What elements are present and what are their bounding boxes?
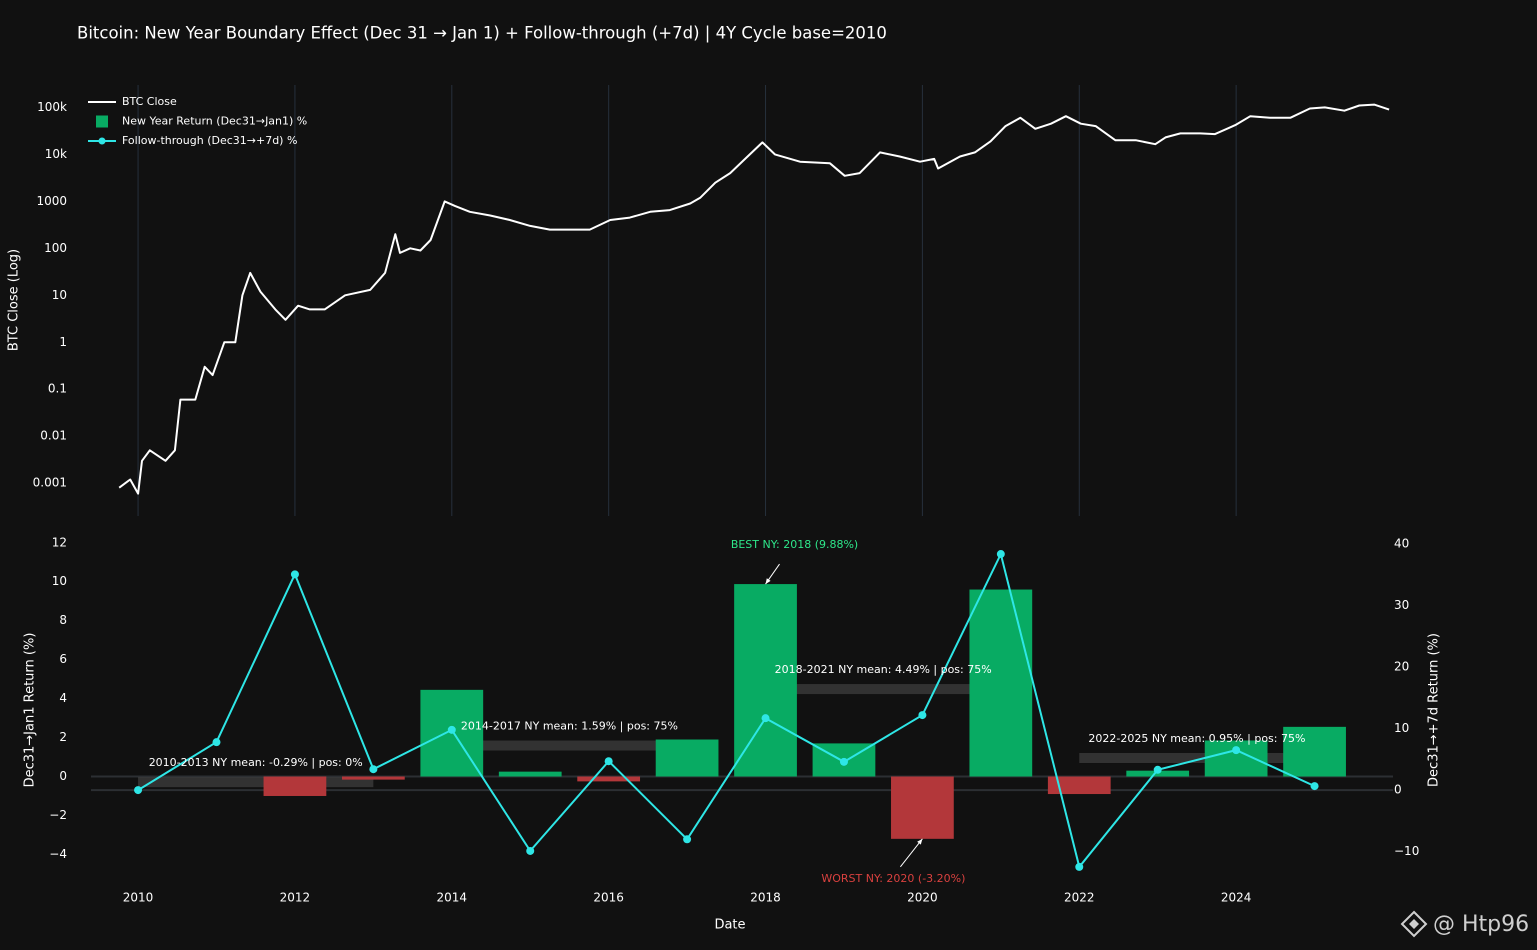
annotation: BEST NY: 2018 (9.88%) <box>731 538 858 551</box>
y-tick-label: 6 <box>59 652 67 666</box>
follow-marker <box>683 835 692 844</box>
watermark: @ Htp96 <box>1433 912 1529 937</box>
x-tick-label: 2010 <box>123 891 154 905</box>
y2-tick-label: 30 <box>1394 598 1409 612</box>
x-tick-label: 2024 <box>1221 891 1252 905</box>
y-tick-label: 8 <box>59 613 67 627</box>
follow-marker <box>369 765 378 774</box>
y2-tick-label: 10 <box>1394 721 1409 735</box>
follow-line <box>137 551 1316 870</box>
follow-marker <box>839 757 848 766</box>
y-tick-label: 1 <box>59 335 67 349</box>
annotation: WORST NY: 2020 (-3.20%) <box>821 872 965 885</box>
follow-marker <box>918 711 927 720</box>
cycle-mean-label: 2014-2017 NY mean: 1.59% | pos: 75% <box>461 720 678 733</box>
x-tick-label: 2014 <box>437 891 468 905</box>
x-tick-label: 2022 <box>1064 891 1095 905</box>
bar <box>1283 726 1346 777</box>
bar <box>341 776 405 780</box>
cycle-mean-band <box>765 684 1001 695</box>
bar <box>1047 776 1111 795</box>
y-tick-label: 100 <box>44 241 67 255</box>
watermark-icon <box>1400 910 1428 938</box>
x-tick-label: 2016 <box>593 891 624 905</box>
x-tick-label: 2020 <box>907 891 938 905</box>
cycle-mean-band <box>451 740 688 751</box>
legend-swatch <box>96 115 108 128</box>
bar <box>1204 740 1268 777</box>
legend-marker <box>98 137 106 145</box>
legend-label: New Year Return (Dec31→Jan1) % <box>122 115 307 128</box>
x-tick-label: 2012 <box>280 891 311 905</box>
follow-marker <box>761 714 770 723</box>
y-tick-label: 10k <box>45 147 67 161</box>
legend-label: Follow-through (Dec31→+7d) % <box>122 134 297 147</box>
follow-marker <box>996 550 1005 559</box>
y-tick-label: −2 <box>49 808 67 822</box>
y-tick-label: −4 <box>49 847 67 861</box>
legend-label: BTC Close <box>122 95 177 108</box>
price-line <box>118 103 1390 495</box>
cycle-mean-band <box>1079 753 1315 764</box>
cycle-mean-band <box>138 777 374 788</box>
x-axis-title: Date <box>714 918 745 933</box>
bar <box>891 776 954 839</box>
y-tick-label: 0.001 <box>33 476 67 490</box>
bar <box>263 776 327 796</box>
y-axis-title: Dec31→Jan1 Return (%) <box>23 633 38 788</box>
y-tick-label: 2 <box>59 730 67 744</box>
follow-marker <box>604 757 613 766</box>
follow-marker <box>1075 862 1084 871</box>
follow-marker <box>212 738 221 747</box>
y-axis-title: BTC Close (Log) <box>7 249 22 351</box>
y2-tick-label: 0 <box>1394 783 1402 797</box>
bar <box>498 771 562 777</box>
y-tick-label: 1000 <box>36 194 67 208</box>
follow-marker <box>526 846 535 855</box>
y-tick-label: 0 <box>59 769 67 783</box>
follow-marker <box>1153 765 1162 774</box>
annotation-arrowhead <box>765 578 771 585</box>
y-tick-label: 10 <box>52 288 67 302</box>
annotation-arrowhead <box>917 838 923 845</box>
annotation-arrow <box>900 838 923 868</box>
y-tick-label: 0.1 <box>48 382 67 396</box>
y-tick-label: 4 <box>59 691 67 705</box>
y2-tick-label: 40 <box>1394 537 1409 551</box>
y2-tick-label: −10 <box>1394 844 1419 858</box>
bar <box>655 739 719 777</box>
x-tick-label: 2018 <box>750 891 781 905</box>
y-tick-label: 100k <box>37 100 67 114</box>
y-tick-label: 0.01 <box>40 429 67 443</box>
y-tick-label: 10 <box>52 574 67 588</box>
chart-title: Bitcoin: New Year Boundary Effect (Dec 3… <box>77 24 887 43</box>
cycle-mean-label: 2018-2021 NY mean: 4.49% | pos: 75% <box>775 663 992 676</box>
y-tick-label: 12 <box>52 535 67 549</box>
bar <box>969 589 1033 777</box>
y2-tick-label: 20 <box>1394 660 1409 674</box>
follow-marker <box>447 725 456 734</box>
follow-marker <box>290 570 299 579</box>
cycle-mean-label: 2010-2013 NY mean: -0.29% | pos: 0% <box>149 756 363 769</box>
follow-marker <box>1232 746 1241 755</box>
y2-axis-title: Dec31→+7d Return (%) <box>1427 633 1442 787</box>
bar <box>577 776 641 782</box>
bar <box>734 584 797 777</box>
cycle-mean-label: 2022-2025 NY mean: 0.95% | pos: 75% <box>1088 732 1305 745</box>
follow-marker <box>1310 782 1319 791</box>
follow-marker <box>134 786 143 795</box>
